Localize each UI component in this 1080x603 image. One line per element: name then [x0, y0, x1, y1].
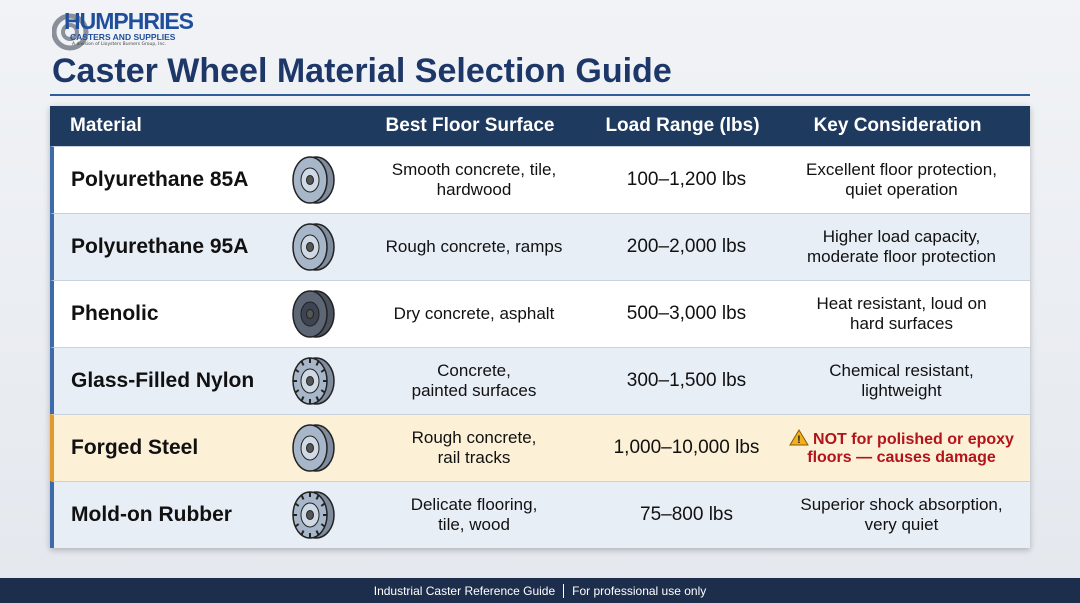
column-header: Material [70, 115, 142, 136]
key-line: lightweight [861, 381, 942, 400]
key-consideration: Superior shock absorption, very quiet [769, 482, 1034, 548]
svg-text:!: ! [797, 434, 801, 446]
floor-surface: Delicate flooring, tile, wood [344, 482, 604, 548]
floor-line: Smooth concrete, tile, [391, 160, 557, 179]
load-range: 200–2,000 lbs [626, 236, 747, 257]
key-consideration: Higher load capacity, moderate floor prot… [769, 214, 1034, 280]
floor-line: Dry concrete, asphalt [393, 304, 555, 323]
floor-surface: Smooth concrete, tile, hardwood [344, 147, 604, 213]
material: Polyurethane 95A [71, 235, 249, 258]
load-range: 100–1,200 lbs [626, 169, 747, 190]
floor-line: Rough concrete, [411, 428, 537, 447]
wheel-icon [292, 223, 335, 271]
logo-text: HUMPHRIES [64, 8, 194, 34]
floor-surface: Rough concrete, rail tracks [344, 415, 604, 481]
key-consideration: Heat resistant, loud on hard surfaces [769, 281, 1034, 347]
key-line: Chemical resistant, [829, 361, 974, 380]
load-range: 300–1,500 lbs [626, 370, 747, 391]
key-line: ! NOT for polished or epoxy [789, 429, 1014, 449]
wheel-icon [292, 290, 335, 338]
key-consideration: ! NOT for polished or epoxy floors — cause… [769, 415, 1034, 481]
key-line: Superior shock absorption, [800, 495, 1003, 514]
table-row: Mold-on Rubber Delicate flooring, tile, wo… [50, 481, 1030, 548]
floor-line: Delicate flooring, [410, 495, 538, 514]
key-line: hard surfaces [850, 314, 953, 333]
wheel-icon [292, 491, 335, 539]
key-line: quiet operation [845, 180, 958, 199]
wheel-icon [292, 357, 335, 405]
material: Phenolic [71, 302, 159, 325]
column-header: Key Consideration [813, 115, 982, 136]
warning-icon: ! [789, 429, 809, 446]
logo-mark [52, 13, 89, 51]
footer-text: For professional use only [563, 583, 706, 598]
floor-line: hardwood [436, 180, 512, 199]
table: Material Best Floor Surface Load Range (lb… [50, 106, 1030, 548]
table-row: Polyurethane 85A Smooth concrete, tile, ha… [50, 146, 1030, 213]
key-consideration: Chemical resistant, lightweight [769, 348, 1034, 414]
load-range: 500–3,000 lbs [626, 303, 747, 324]
floor-line: painted surfaces [411, 381, 537, 400]
column-header: Best Floor Surface [385, 115, 555, 136]
footer-text: Industrial Caster Reference Guide [373, 583, 556, 598]
key-line: very quiet [864, 515, 939, 534]
key-consideration: Excellent floor protection, quiet operati… [769, 147, 1034, 213]
table-row: Phenolic Dry concrete, asphalt 500–3,000 l… [50, 280, 1030, 347]
table-row: Glass-Filled Nylon Concrete, painted surfa… [50, 347, 1030, 414]
floor-line: tile, wood [438, 515, 510, 534]
wheel-icon [292, 424, 335, 472]
load-range: 1,000–10,000 lbs [613, 437, 760, 458]
floor-surface: Rough concrete, ramps [344, 214, 604, 280]
floor-surface: Concrete, painted surfaces [344, 348, 604, 414]
key-line: moderate floor protection [807, 247, 996, 266]
key-line: Heat resistant, loud on [816, 294, 987, 313]
floor-line: rail tracks [437, 448, 511, 467]
column-header: Load Range (lbs) [605, 115, 760, 136]
key-line: floors — causes damage [807, 449, 996, 466]
key-line: Higher load capacity, [822, 227, 981, 246]
material: Mold-on Rubber [71, 503, 232, 526]
divider [50, 94, 1030, 96]
wheel-icon [292, 156, 335, 204]
footer: Industrial Caster Reference Guide For pro… [0, 578, 1080, 603]
table-row: Polyurethane 95A Rough concrete, ramps 200… [50, 213, 1030, 280]
floor-line: Concrete, [437, 361, 511, 380]
material: Forged Steel [71, 436, 199, 459]
load-range: 75–800 lbs [640, 504, 733, 525]
material: Glass-Filled Nylon [71, 369, 255, 392]
floor-surface: Dry concrete, asphalt [344, 281, 604, 347]
table-row: Forged Steel Rough concrete, rail tracks 1,… [50, 414, 1030, 481]
title: Caster Wheel Material Selection Guide [52, 52, 672, 90]
key-line: Excellent floor protection, [806, 160, 997, 179]
logo-note: A division of Lloysters Burners Group, I… [72, 42, 167, 47]
table-header: Material Best Floor Surface Load Range (lb… [50, 106, 1030, 146]
floor-line: Rough concrete, ramps [385, 237, 563, 256]
logo-subtitle: CASTERS AND SUPPLIES [70, 32, 176, 42]
material: Polyurethane 85A [71, 168, 249, 191]
